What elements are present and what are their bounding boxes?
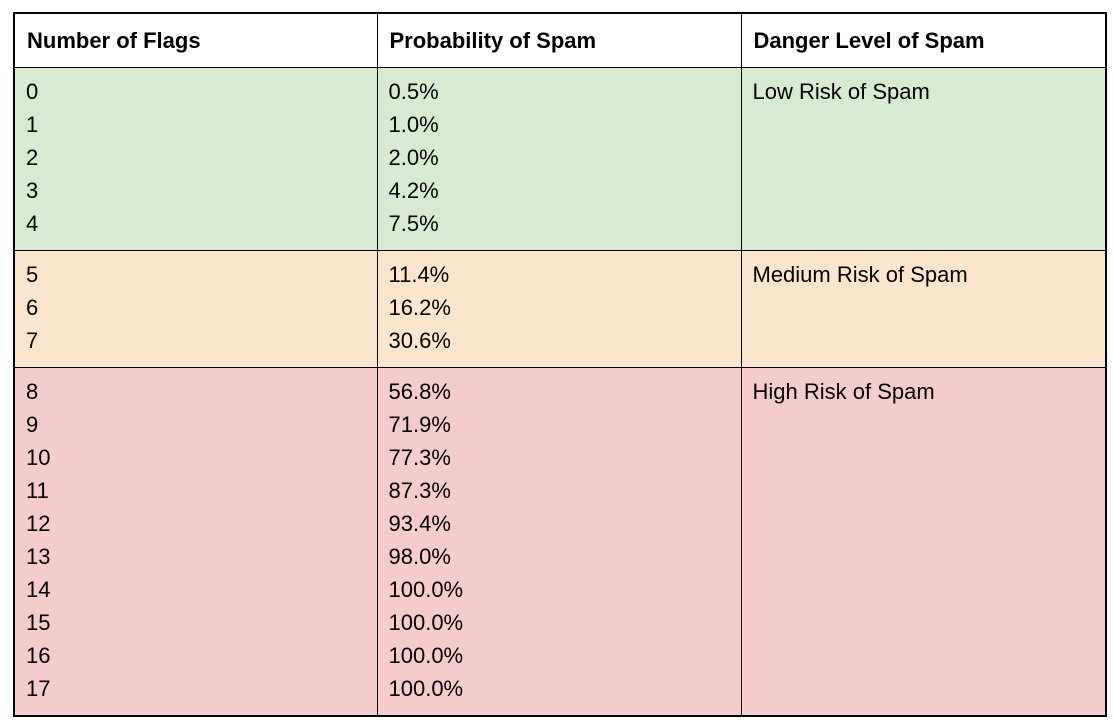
table-body: 0 1 2 3 4 0.5% 1.0% 2.0% 4.2% 7.5% Low Risk of Spa… <box>13 67 1107 717</box>
risk-level-cell: High Risk of Spam <box>740 367 1107 717</box>
flag-value: 7 <box>26 328 39 353</box>
col-header-probability-of-spam: Probability of Spam <box>376 12 742 68</box>
flag-value: 14 <box>26 577 51 602</box>
probability-cell: 11.4% 16.2% 30.6% <box>376 250 742 368</box>
spam-risk-table: Number of Flags Probability of Spam Dang… <box>13 12 1107 717</box>
probability-value: 30.6% <box>388 328 451 353</box>
risk-group-row: 8 9 10 11 12 13 14 15 16 17 56.8% 71.9% 77.3% 87.3% 93… <box>13 367 1107 717</box>
flag-value: 17 <box>26 676 51 701</box>
flag-value: 8 <box>26 379 39 404</box>
probability-value: 77.3% <box>388 445 451 470</box>
col-header-number-of-flags: Number of Flags <box>13 12 378 68</box>
probability-value: 0.5% <box>388 79 439 104</box>
flag-value: 15 <box>26 610 51 635</box>
flag-value: 6 <box>26 295 39 320</box>
probability-value: 100.0% <box>388 676 464 701</box>
probability-cell: 56.8% 71.9% 77.3% 87.3% 93.4% 98.0% 100.0% 100.… <box>376 367 742 717</box>
flag-value: 12 <box>26 511 51 536</box>
flag-value: 11 <box>26 478 49 503</box>
risk-level-cell: Low Risk of Spam <box>740 67 1107 251</box>
flag-value: 1 <box>26 112 39 137</box>
flags-cell: 0 1 2 3 4 <box>13 67 378 251</box>
flag-value: 4 <box>26 211 39 236</box>
risk-level-cell: Medium Risk of Spam <box>740 250 1107 368</box>
risk-level-label: High Risk of Spam <box>752 379 935 404</box>
flag-value: 9 <box>26 412 39 437</box>
risk-group-row: 5 6 7 11.4% 16.2% 30.6% Medium Risk of Spam <box>13 250 1107 368</box>
flag-value: 16 <box>26 643 51 668</box>
probability-value: 16.2% <box>388 295 451 320</box>
probability-value: 7.5% <box>388 211 439 236</box>
flag-value: 10 <box>26 445 51 470</box>
probability-value: 100.0% <box>388 610 464 635</box>
flag-value: 5 <box>26 262 39 287</box>
risk-group-row: 0 1 2 3 4 0.5% 1.0% 2.0% 4.2% 7.5% Low Risk of Spa… <box>13 67 1107 251</box>
risk-level-label: Medium Risk of Spam <box>752 262 968 287</box>
probability-value: 98.0% <box>388 544 451 569</box>
flag-value: 3 <box>26 178 39 203</box>
probability-value: 87.3% <box>388 478 451 503</box>
probability-value: 11.4% <box>388 262 450 287</box>
probability-value: 56.8% <box>388 379 451 404</box>
probability-value: 71.9% <box>388 412 451 437</box>
flag-value: 0 <box>26 79 39 104</box>
header-row: Number of Flags Probability of Spam Dang… <box>13 12 1107 68</box>
probability-value: 100.0% <box>388 577 464 602</box>
probability-value: 93.4% <box>388 511 451 536</box>
probability-value: 1.0% <box>388 112 439 137</box>
col-header-danger-level-of-spam: Danger Level of Spam <box>740 12 1107 68</box>
probability-value: 2.0% <box>388 145 439 170</box>
flag-value: 13 <box>26 544 51 569</box>
probability-cell: 0.5% 1.0% 2.0% 4.2% 7.5% <box>376 67 742 251</box>
flag-value: 2 <box>26 145 39 170</box>
probability-value: 4.2% <box>388 178 439 203</box>
flags-cell: 8 9 10 11 12 13 14 15 16 17 <box>13 367 378 717</box>
flags-cell: 5 6 7 <box>13 250 378 368</box>
risk-level-label: Low Risk of Spam <box>752 79 930 104</box>
probability-value: 100.0% <box>388 643 464 668</box>
